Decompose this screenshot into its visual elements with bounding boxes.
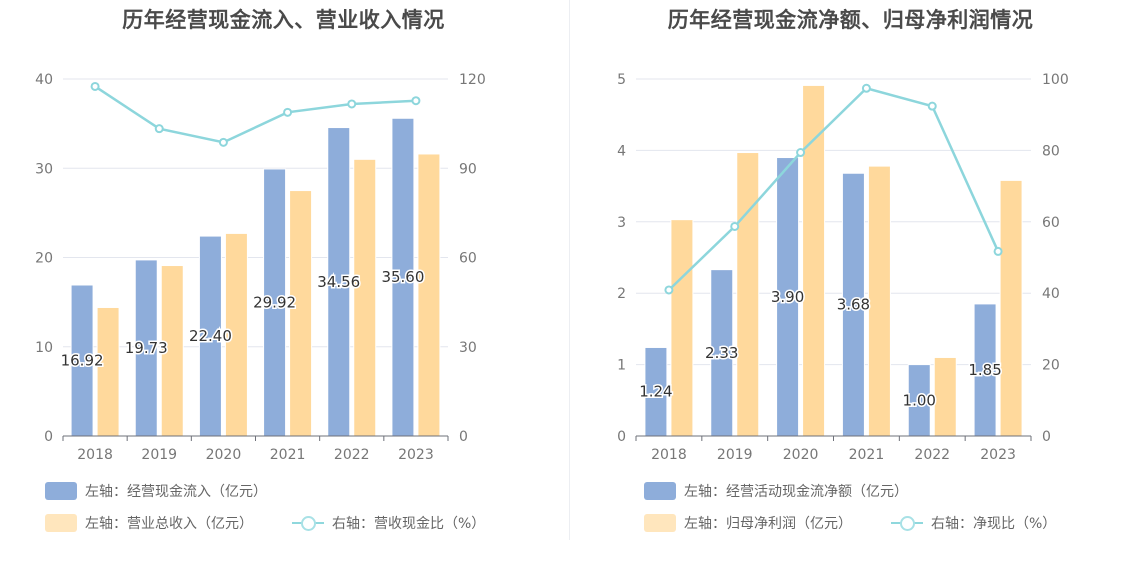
y-left-tick-label: 10 xyxy=(35,340,53,356)
legend-swatch-yellow xyxy=(644,514,676,532)
x-tick-label: 2019 xyxy=(141,447,177,463)
y-left-tick-label: 5 xyxy=(617,72,626,88)
bar-secondary xyxy=(670,219,694,437)
legend-label: 左轴：营业总收入（亿元） xyxy=(85,516,253,532)
bar-secondary xyxy=(289,190,313,437)
legend-swatch-yellow xyxy=(45,514,77,532)
x-tick-label: 2022 xyxy=(334,447,370,463)
x-tick-label: 2022 xyxy=(914,447,950,463)
legend-label: 左轴：经营活动现金流净额（亿元） xyxy=(684,484,908,500)
ratio-point xyxy=(90,81,100,91)
ratio-point xyxy=(730,221,740,231)
bar-data-label: 3.90 xyxy=(771,288,804,306)
bar-data-label: 34.56 xyxy=(317,273,360,291)
legend-line-symbol xyxy=(891,514,923,532)
ratio-point xyxy=(664,285,674,295)
bar-data-label: 1.00 xyxy=(903,391,936,409)
bar-secondary xyxy=(999,179,1023,437)
legend-swatch-blue xyxy=(45,482,77,500)
chart-panel-cash-inflow: 历年经营现金流入、营业收入情况 0 0 10 30 20 60 30 90 40 120 2018 2… xyxy=(35,8,486,533)
y-right-tick-label: 120 xyxy=(459,72,486,88)
x-tick-label: 2023 xyxy=(980,447,1016,463)
bar-secondary xyxy=(933,356,957,437)
y-left-tick-label: 40 xyxy=(35,72,53,88)
ratio-point xyxy=(347,99,357,109)
legend-item-net-profit[interactable]: 左轴：归母净利润（亿元） xyxy=(644,513,852,533)
ratio-point xyxy=(283,107,293,117)
y-right-tick-label: 0 xyxy=(459,429,468,445)
bar-secondary xyxy=(417,153,441,437)
ratio-point xyxy=(861,83,871,93)
bar-data-label: 22.40 xyxy=(189,327,232,345)
bar-secondary xyxy=(867,165,891,437)
y-right-tick-label: 80 xyxy=(1042,143,1060,159)
legend-item-net-cash-ratio[interactable]: 右轴：净现比（%） xyxy=(891,513,1056,533)
bar-data-label: 16.92 xyxy=(61,351,104,369)
legend-label: 右轴：净现比（%） xyxy=(931,516,1057,532)
bar-secondary xyxy=(353,158,377,437)
y-left-tick-label: 30 xyxy=(35,161,53,177)
y-right-tick-label: 60 xyxy=(459,251,477,267)
bar-data-label: 3.68 xyxy=(837,296,870,314)
x-tick-label: 2021 xyxy=(849,447,885,463)
y-left-tick-label: 0 xyxy=(617,429,626,445)
chart-plot-area: 0 0 1 20 2 40 3 60 4 80 5 100 2018 2019 2020 2021 2022 20… xyxy=(617,72,1069,463)
chart-title: 历年经营现金流入、营业收入情况 xyxy=(122,8,445,32)
bar-data-label: 1.24 xyxy=(639,383,672,401)
y-right-tick-label: 60 xyxy=(1042,215,1060,231)
legend-item-revenue[interactable]: 左轴：营业总收入（亿元） xyxy=(45,513,253,533)
y-right-tick-label: 90 xyxy=(459,161,477,177)
x-tick-label: 2018 xyxy=(77,447,113,463)
x-tick-label: 2023 xyxy=(398,447,434,463)
y-left-tick-label: 4 xyxy=(617,143,626,159)
bar-secondary xyxy=(96,306,120,437)
y-right-tick-label: 30 xyxy=(459,340,477,356)
x-tick-label: 2020 xyxy=(206,447,242,463)
ratio-point xyxy=(796,148,806,158)
bar-data-label: 19.73 xyxy=(125,339,168,357)
y-right-tick-label: 20 xyxy=(1042,358,1060,374)
bar-data-label: 35.60 xyxy=(381,268,424,286)
chart-panel-net-cash: 历年经营现金流净额、归母净利润情况 0 0 1 20 2 40 3 60 4 80 5 100 2018… xyxy=(567,0,1134,582)
x-tick-label: 2020 xyxy=(783,447,819,463)
x-tick-label: 2018 xyxy=(651,447,687,463)
y-left-tick-label: 0 xyxy=(44,429,53,445)
bar-secondary xyxy=(802,84,826,437)
ratio-point xyxy=(154,124,164,134)
bar-data-label: 1.85 xyxy=(968,361,1001,379)
x-tick-label: 2021 xyxy=(270,447,306,463)
y-left-tick-label: 20 xyxy=(35,251,53,267)
legend-label: 左轴：归母净利润（亿元） xyxy=(684,516,852,532)
panel-divider xyxy=(569,0,570,540)
bar-secondary xyxy=(736,152,760,437)
ratio-point xyxy=(218,137,228,147)
bar-data-label: 29.92 xyxy=(253,293,296,311)
ratio-line xyxy=(668,86,1000,291)
bar-data-label: 2.33 xyxy=(705,344,738,362)
y-left-tick-label: 3 xyxy=(617,215,626,231)
legend-item-net-cash-flow[interactable]: 左轴：经营活动现金流净额（亿元） xyxy=(644,481,908,501)
chart-plot-area: 0 0 10 30 20 60 30 90 40 120 2018 2019 2020 2021 2022 2… xyxy=(35,72,486,463)
chart-title: 历年经营现金流净额、归母净利润情况 xyxy=(667,8,1034,32)
legend-label: 右轴：营收现金比（%） xyxy=(332,516,486,532)
ratio-line xyxy=(94,85,416,144)
x-tick-label: 2019 xyxy=(717,447,753,463)
legend-label: 左轴：经营现金流入（亿元） xyxy=(85,484,267,500)
legend-item-cash-inflow[interactable]: 左轴：经营现金流入（亿元） xyxy=(45,481,267,501)
y-left-tick-label: 2 xyxy=(617,286,626,302)
legend-line-symbol xyxy=(292,514,324,532)
y-left-tick-label: 1 xyxy=(617,358,626,374)
legend-item-cash-ratio[interactable]: 右轴：营收现金比（%） xyxy=(292,513,485,533)
y-right-tick-label: 40 xyxy=(1042,286,1060,302)
y-right-tick-label: 0 xyxy=(1042,429,1051,445)
ratio-point xyxy=(411,96,421,106)
y-right-tick-label: 100 xyxy=(1042,72,1069,88)
legend-swatch-blue xyxy=(644,482,676,500)
ratio-point xyxy=(927,101,937,111)
ratio-point xyxy=(993,246,1003,256)
